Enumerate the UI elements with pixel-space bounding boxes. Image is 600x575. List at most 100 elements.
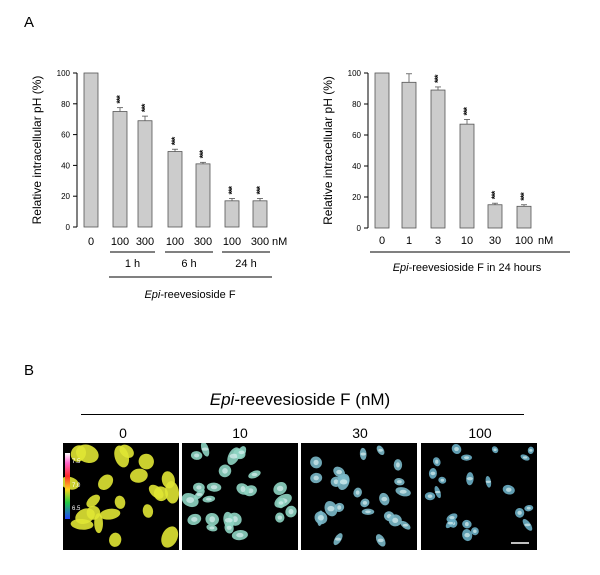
cell-nucleus [440,478,445,482]
cell-nucleus [327,505,335,512]
cell-nucleus [222,468,228,474]
colorbar-tick-label: 7.0 [72,483,81,489]
cell-nucleus [506,487,512,492]
cell-image-0nM: 7.5 7.0 6.5 [63,443,179,550]
bar [112,111,128,228]
cell-nucleus [464,521,469,527]
cell-nucleus [365,510,371,514]
cell-nucleus [454,446,459,452]
category-label: 100 [111,236,129,248]
bar [167,151,183,228]
cell-nucleus [313,475,319,481]
cell-nucleus [210,485,218,490]
concentration-label-100: 100 [468,425,492,441]
cell-nucleus [362,501,367,505]
cell-nucleus [196,485,202,490]
significance-marker: *** [227,186,237,195]
category-label: 0 [379,235,385,247]
cell-nucleus [464,532,470,538]
category-label: 30 [489,235,501,247]
cell-nucleus [392,517,399,524]
cell-nucleus [205,497,212,501]
cell [86,494,100,508]
y-tick-label: 80 [352,100,361,109]
significance-marker: *** [462,106,472,115]
cell-nucleus [236,532,244,538]
cell-nucleus [313,459,319,466]
cell-nucleus [434,490,441,494]
x-axis-label-rest: -reevesioside F [160,289,235,301]
significance-marker: *** [170,136,180,145]
significance-marker: *** [198,149,208,158]
cell [70,445,87,462]
cell-nucleus [251,472,258,477]
cell-nucleus [396,462,400,468]
cell-nucleus [238,450,245,455]
cell [142,504,154,518]
panel-b-title: Epi-reevesioside F (nM) [0,390,600,410]
cell [109,532,122,547]
cell-nucleus [186,497,195,503]
y-tick-label: 40 [61,161,70,170]
category-label: 100 [166,236,184,248]
panel-b-title-italic: Epi [209,390,235,409]
cell-nucleus [517,510,522,515]
bar [252,200,268,228]
y-tick-label: 80 [61,100,70,109]
cell-nucleus [399,489,407,494]
y-tick-label: 60 [352,131,361,140]
cell-nucleus [335,537,342,541]
cell [138,453,154,470]
colorbar [65,453,70,519]
significance-marker: *** [115,95,125,104]
y-tick-label: 20 [352,193,361,202]
cell-nucleus [333,479,339,485]
bar [137,120,153,228]
concentration-label-30: 30 [352,425,368,441]
cell-nucleus [209,526,215,530]
bar [516,205,532,229]
cell-nucleus [360,452,366,456]
cell [165,481,179,504]
significance-marker: *** [490,190,500,199]
y-tick-label: 100 [57,69,71,78]
panel-label-a: A [24,14,35,31]
cell-nucleus [397,480,402,484]
cell [75,508,95,525]
cell [98,474,114,490]
cell-image-100nM [421,443,537,550]
category-label: 300 [251,236,269,248]
y-tick-label: 20 [61,192,70,201]
cell-nucleus [381,496,388,502]
category-label: 100 [223,236,241,248]
unit-label: nM [272,236,287,248]
colorbar-tick-label: 6.5 [72,506,81,512]
cell-nucleus [402,523,409,527]
cell-nucleus [427,494,433,499]
y-tick-label: 100 [348,69,362,78]
significance-marker: *** [140,103,150,112]
cell [119,444,134,458]
cell-nucleus [493,448,497,452]
bar [401,81,417,229]
cell [148,484,164,499]
cell-nucleus [209,516,216,523]
cell-nucleus [447,521,454,525]
cell-nucleus [529,448,533,452]
cell-nucleus [196,492,203,496]
cell-nucleus [449,516,455,520]
bar [224,200,240,228]
y-tick-label: 0 [357,224,362,233]
category-label: 10 [461,235,473,247]
category-label: 300 [194,236,212,248]
x-axis-label: Epi-reevesioside F [144,289,235,301]
bar-chart-time-course: 0 20 40 60 80 100 Relative intracellular pH (%… [30,69,287,301]
category-label: 1 [406,235,412,247]
cell-nucleus [229,453,239,459]
x-axis-label-rest: -reevesioside F in 24 hours [409,262,542,274]
cell-nucleus [336,469,343,475]
cell-nucleus [224,517,233,523]
cell-nucleus [435,459,439,464]
cell [129,468,148,483]
